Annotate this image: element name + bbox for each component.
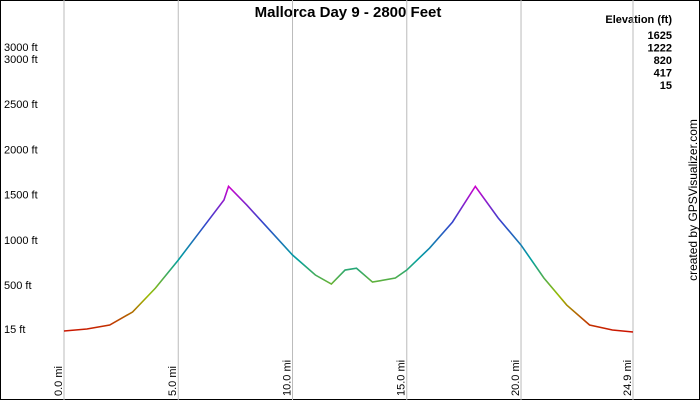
- x-tick-label: 0.0 mi: [53, 366, 65, 396]
- legend-value: 417: [654, 67, 672, 79]
- legend-value: 1222: [648, 42, 672, 54]
- y-tick-label: 500 ft: [4, 280, 32, 292]
- x-tick-label: 15.0 mi: [396, 360, 408, 396]
- elevation-line: [63, 184, 634, 333]
- x-tick-label: 24.9 mi: [622, 360, 634, 396]
- y-tick-label: 2000 ft: [4, 144, 38, 156]
- legend-value: 820: [654, 55, 672, 67]
- y-tick-label: 15 ft: [4, 324, 25, 336]
- y-tick-label: 3000 ft: [4, 54, 38, 66]
- x-tick-label: 5.0 mi: [167, 366, 179, 396]
- chart-title: Mallorca Day 9 - 2800 Feet: [255, 4, 442, 21]
- legend-title: Elevation (ft): [605, 14, 672, 26]
- x-tick-label: 10.0 mi: [281, 360, 293, 396]
- y-tick-label: 2500 ft: [4, 99, 38, 111]
- x-tick-label: 20.0 mi: [510, 360, 522, 396]
- legend-value: 1625: [648, 30, 672, 42]
- y-tick-label: 3000 ft: [4, 42, 38, 54]
- credit: created by GPSVisualizer.com: [686, 119, 700, 281]
- legend-value: 15: [660, 80, 672, 92]
- y-tick-label: 1000 ft: [4, 235, 38, 247]
- y-tick-label: 1500 ft: [4, 190, 38, 202]
